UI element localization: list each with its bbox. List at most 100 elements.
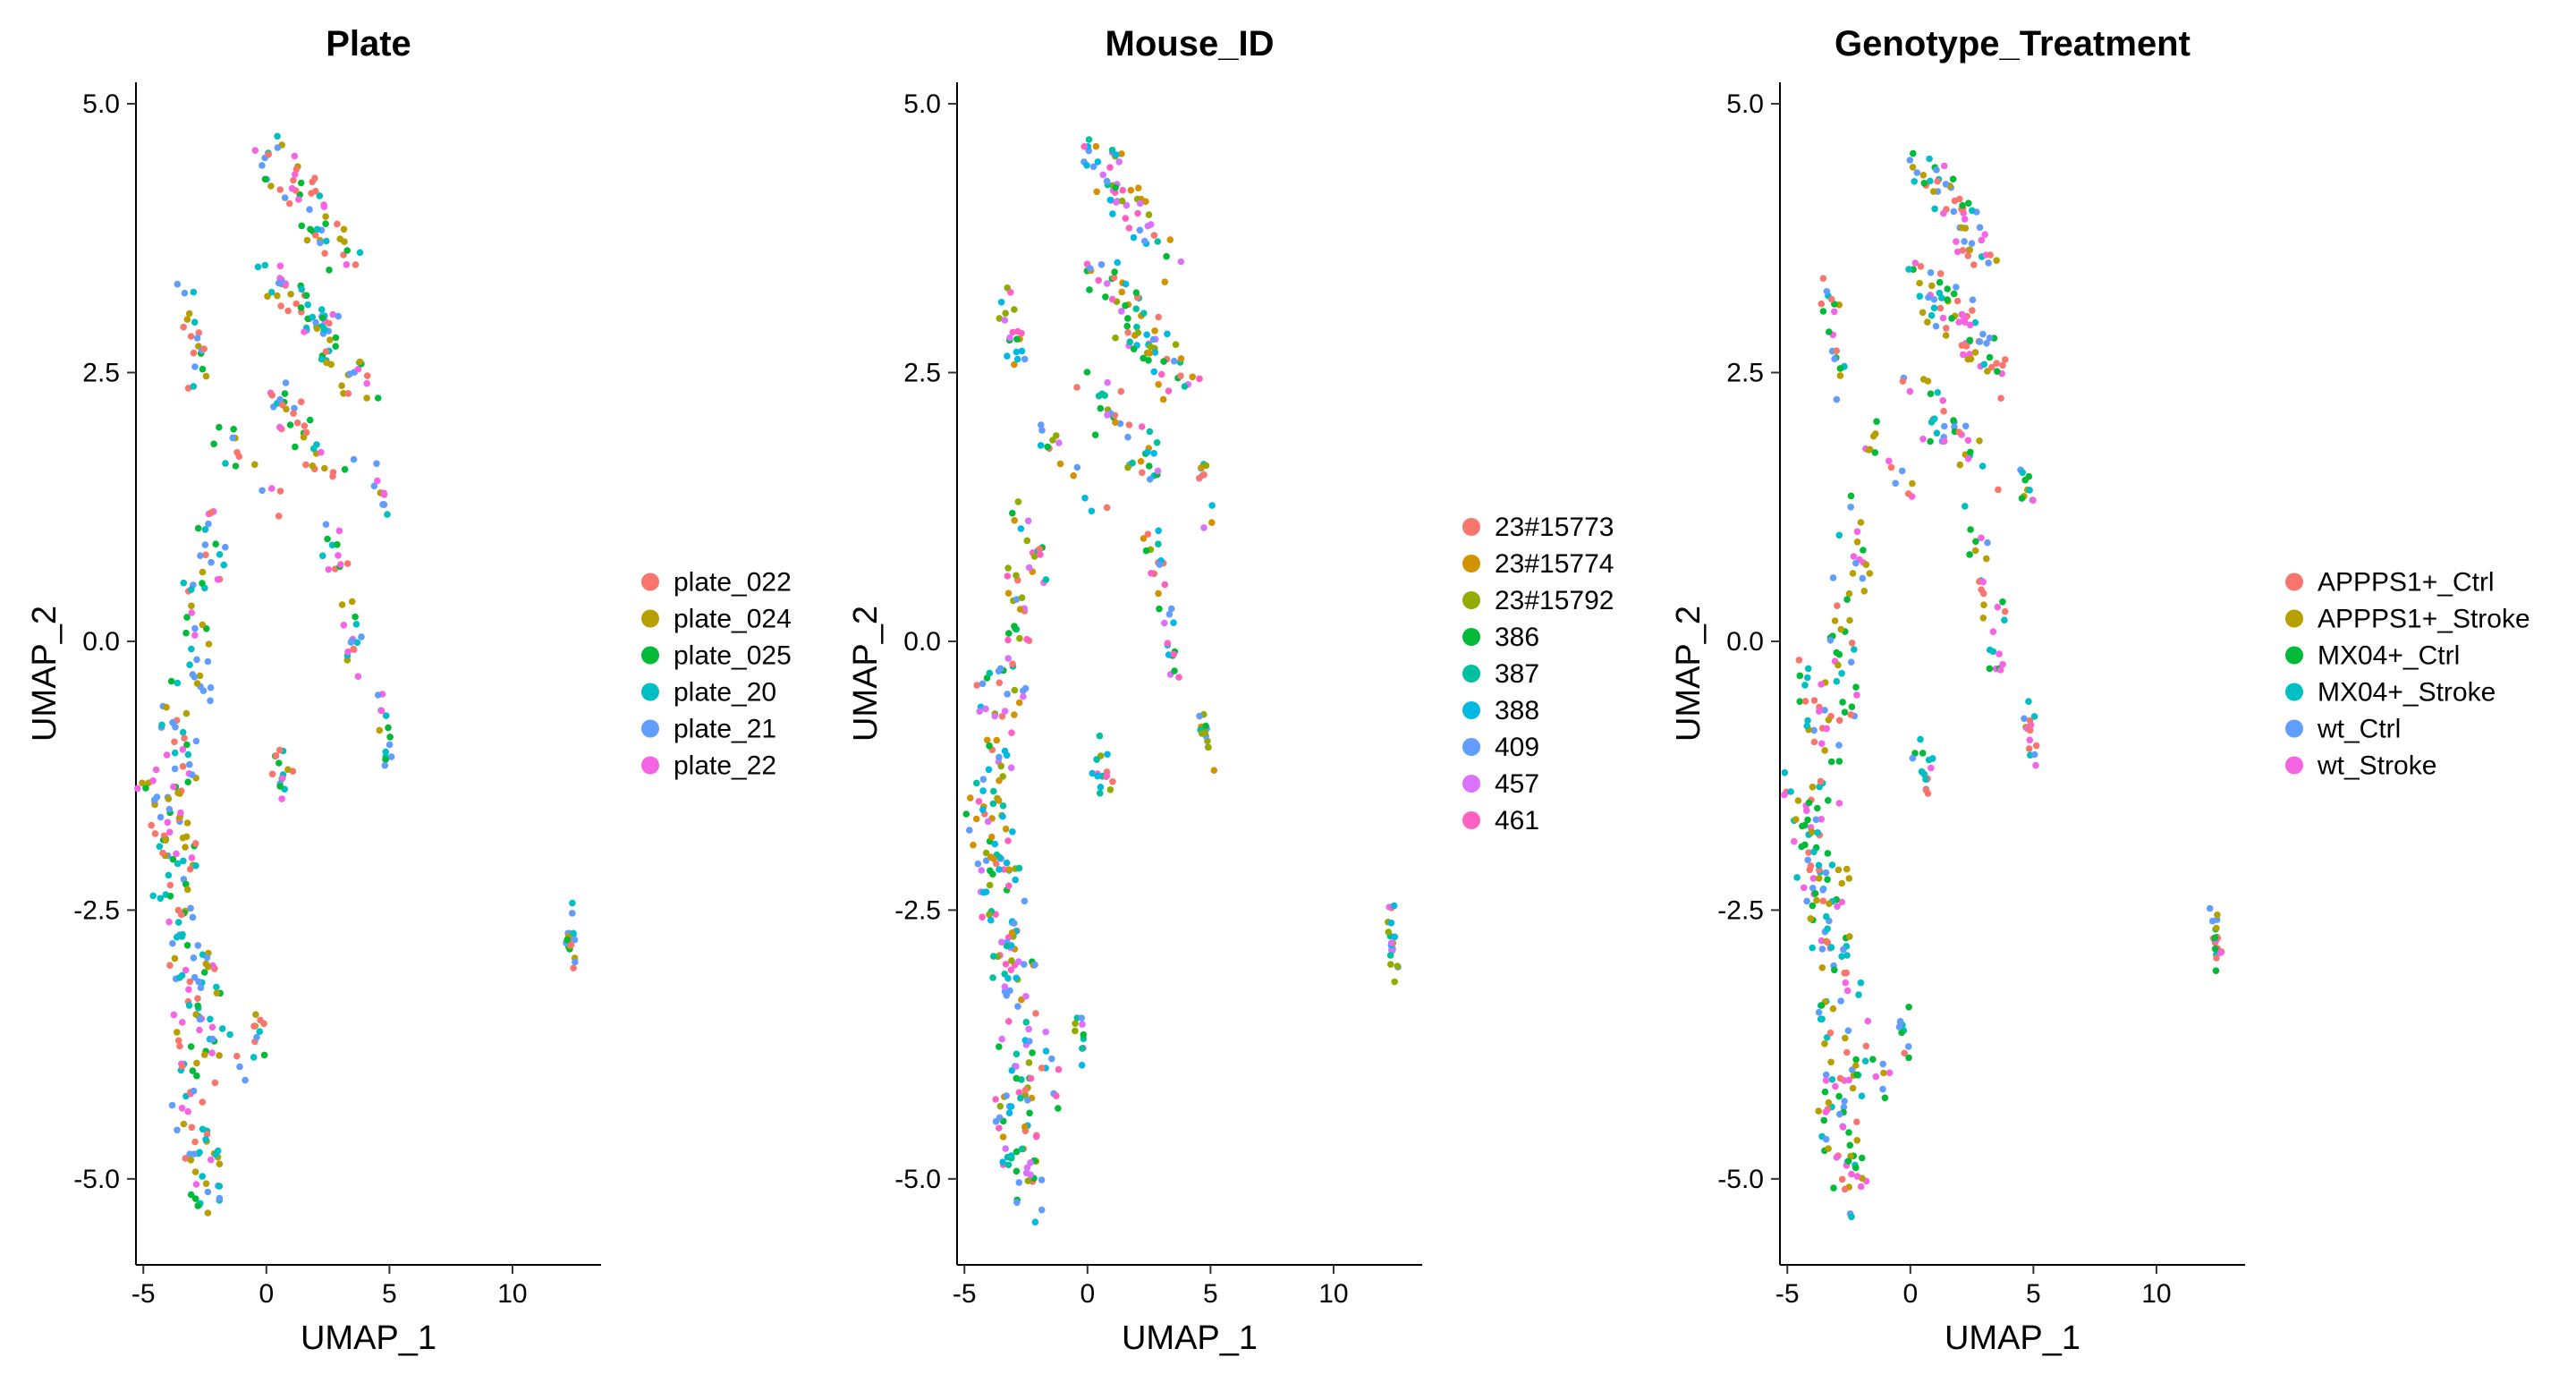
data-point [1880, 1069, 1887, 1077]
legend-label: 23#15773 [1495, 513, 1614, 542]
data-point [1936, 270, 1945, 277]
data-point [1003, 992, 1011, 999]
data-point [208, 558, 215, 566]
data-point [1847, 658, 1855, 666]
data-point [1833, 1154, 1841, 1161]
x-axis-label: UMAP_1 [1945, 1319, 2080, 1357]
data-point [1818, 681, 1825, 688]
legend: 23#15773 23#15774 23#15792 386 387 388 409 457 4… [1462, 513, 1614, 835]
data-point [1824, 938, 1832, 946]
data-point [1165, 610, 1174, 618]
data-point [1989, 628, 1997, 635]
data-point [996, 866, 1003, 873]
data-point [1949, 175, 1957, 182]
data-point [1840, 946, 1847, 954]
data-point [274, 292, 281, 300]
data-point [1089, 163, 1097, 171]
data-point [1154, 467, 1162, 475]
data-point [1825, 797, 1832, 804]
data-point [183, 614, 191, 621]
data-point [1133, 323, 1140, 331]
data-point [1049, 437, 1056, 444]
data-point [1098, 390, 1106, 398]
data-point [1959, 310, 1966, 318]
data-point [1053, 1092, 1060, 1099]
data-point [1838, 879, 1845, 887]
data-point [374, 477, 381, 485]
data-point [1892, 479, 1899, 488]
data-point [1816, 783, 1823, 791]
x-tick-label: 10 [1318, 1279, 1348, 1309]
data-point [1906, 157, 1914, 164]
data-point [2029, 496, 2037, 505]
y-tick-label: 0.0 [82, 627, 120, 657]
data-point [1838, 898, 1845, 906]
data-point [1130, 233, 1138, 242]
data-point [1838, 670, 1845, 677]
data-point [1853, 1137, 1861, 1144]
data-point [174, 919, 182, 926]
data-point [216, 1052, 223, 1059]
data-point [1794, 797, 1802, 804]
data-point [1021, 1091, 1029, 1098]
data-point [338, 601, 346, 608]
data-point [998, 1035, 1005, 1043]
data-point [962, 810, 970, 818]
data-point [1155, 381, 1162, 388]
data-point [1087, 265, 1094, 272]
data-point [1836, 372, 1844, 379]
data-point [182, 833, 191, 841]
data-point [1996, 666, 2004, 674]
data-point [1103, 177, 1111, 185]
data-point [989, 974, 996, 981]
data-point [1825, 717, 1833, 724]
data-point [268, 392, 276, 399]
data-point [170, 1011, 178, 1019]
data-point [193, 335, 201, 342]
data-point [1055, 439, 1063, 446]
y-tick-label: -2.5 [894, 895, 941, 925]
data-point [1009, 828, 1016, 835]
data-point [1003, 1092, 1010, 1099]
data-point [252, 1011, 259, 1018]
data-point [567, 941, 575, 949]
y-axis-label: UMAP_2 [26, 606, 64, 742]
data-point [1936, 289, 1944, 297]
data-point [186, 661, 193, 668]
data-point [288, 184, 296, 192]
legend-label: 461 [1495, 806, 1539, 835]
data-point [1088, 507, 1096, 515]
data-point [2214, 912, 2221, 919]
data-point [1177, 372, 1184, 380]
data-point [1818, 937, 1826, 945]
data-point [1852, 1062, 1860, 1069]
data-point [253, 1033, 260, 1041]
data-point [179, 1019, 186, 1026]
data-point [1118, 288, 1125, 296]
data-point [1810, 848, 1818, 856]
data-point [1002, 1145, 1009, 1152]
data-point [2001, 616, 2008, 623]
data-point [278, 795, 285, 802]
data-point [1822, 1135, 1830, 1143]
data-point [1097, 404, 1105, 412]
data-point [1150, 232, 1158, 239]
data-point [1132, 305, 1140, 313]
data-point [1818, 946, 1826, 953]
panel-3: Genotype_Treatment -5 0 5 10 -5.0 -2.5 0.0 2.5 5.… [1670, 24, 2530, 1357]
data-point [183, 819, 191, 827]
data-point [1055, 1065, 1063, 1073]
data-point [196, 1015, 204, 1023]
data-point [1821, 707, 1828, 714]
data-point [166, 962, 174, 969]
data-point [1978, 534, 1985, 542]
y-tick-label: -2.5 [73, 895, 120, 925]
data-point [1024, 1097, 1031, 1104]
data-point [203, 1131, 211, 1138]
data-point [1847, 504, 1854, 511]
data-point [1925, 293, 1932, 301]
data-point [1014, 498, 1022, 505]
data-point [261, 261, 269, 269]
legend-swatch [2285, 646, 2303, 665]
data-point [1885, 457, 1893, 465]
